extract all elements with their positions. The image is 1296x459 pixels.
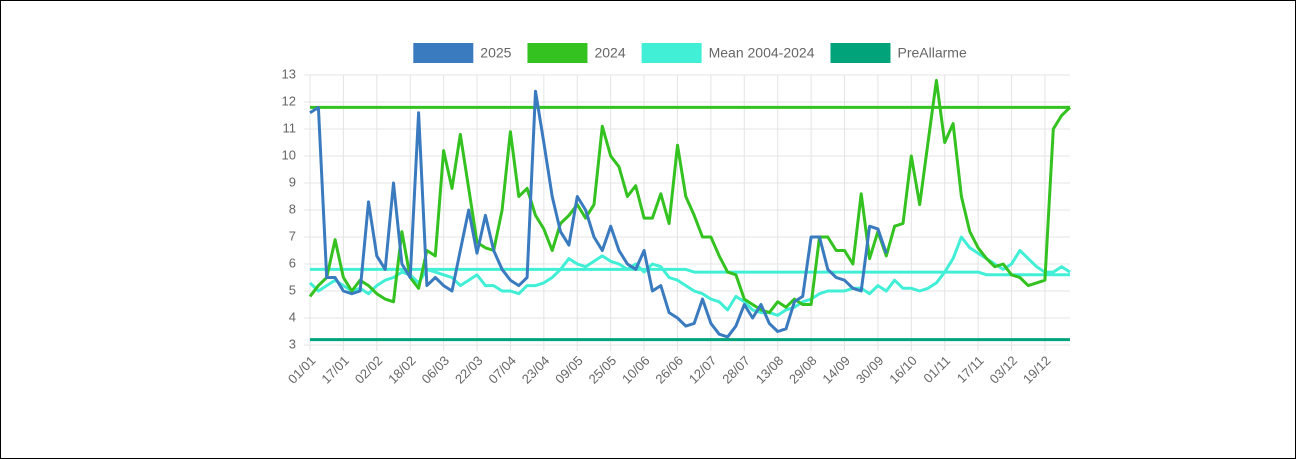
- x-tick-label: 14/09: [819, 353, 853, 387]
- x-tick-label: 02/02: [352, 353, 386, 387]
- legend-swatch: [413, 43, 474, 63]
- x-tick-label: 22/03: [452, 353, 486, 387]
- x-tick-label: 18/02: [385, 353, 419, 387]
- x-tick-label: 12/07: [686, 353, 720, 387]
- x-tick-label: 17/01: [318, 353, 352, 387]
- y-tick-label: 5: [289, 282, 296, 297]
- x-tick-label: 26/06: [652, 353, 686, 387]
- x-tick-label: 13/08: [753, 353, 787, 387]
- legend-label: PreAllarme: [897, 45, 966, 61]
- x-tick-label: 01/11: [920, 353, 953, 386]
- x-tick-label: 25/05: [586, 353, 620, 387]
- y-tick-label: 9: [289, 174, 296, 189]
- y-tick-label: 4: [289, 309, 296, 324]
- x-tick-label: 16/10: [886, 353, 920, 387]
- x-tick-label: 10/06: [619, 353, 653, 387]
- y-tick-label: 10: [282, 147, 296, 162]
- series-line: [309, 89, 888, 339]
- x-tick-label: 06/03: [419, 353, 453, 387]
- x-tick-label: 07/04: [485, 353, 519, 387]
- legend-label: Mean 2004-2024: [709, 45, 815, 61]
- legend-label: 2025: [480, 45, 511, 61]
- x-tick-label: 09/05: [552, 353, 586, 387]
- x-tick-label: 01/01: [285, 353, 319, 387]
- legend: 2025 2024 Mean 2004-2024 PreAllarme: [413, 43, 967, 63]
- y-tick-label: 7: [289, 228, 296, 243]
- y-tick-label: 13: [282, 66, 296, 81]
- x-tick-label: 28/07: [719, 353, 753, 387]
- y-tick-label: 12: [282, 93, 296, 108]
- y-tick-label: 3: [289, 336, 296, 351]
- x-tick-label: 19/12: [1020, 353, 1054, 387]
- y-tick-label: 6: [289, 255, 296, 270]
- x-tick-label: 29/08: [786, 353, 820, 387]
- y-tick-label: 11: [283, 120, 297, 135]
- y-tick-label: 8: [289, 201, 296, 216]
- legend-label: 2024: [594, 45, 625, 61]
- legend-swatch: [641, 43, 702, 63]
- legend-swatch: [527, 43, 588, 63]
- legend-swatch: [830, 43, 891, 63]
- x-tick-label: 30/09: [853, 353, 887, 387]
- x-tick-label: 03/12: [986, 353, 1020, 387]
- x-tick-label: 17/11: [954, 353, 987, 386]
- series-line: [308, 78, 1072, 315]
- x-tick-label: 23/04: [519, 353, 553, 387]
- series-line: [308, 235, 1071, 317]
